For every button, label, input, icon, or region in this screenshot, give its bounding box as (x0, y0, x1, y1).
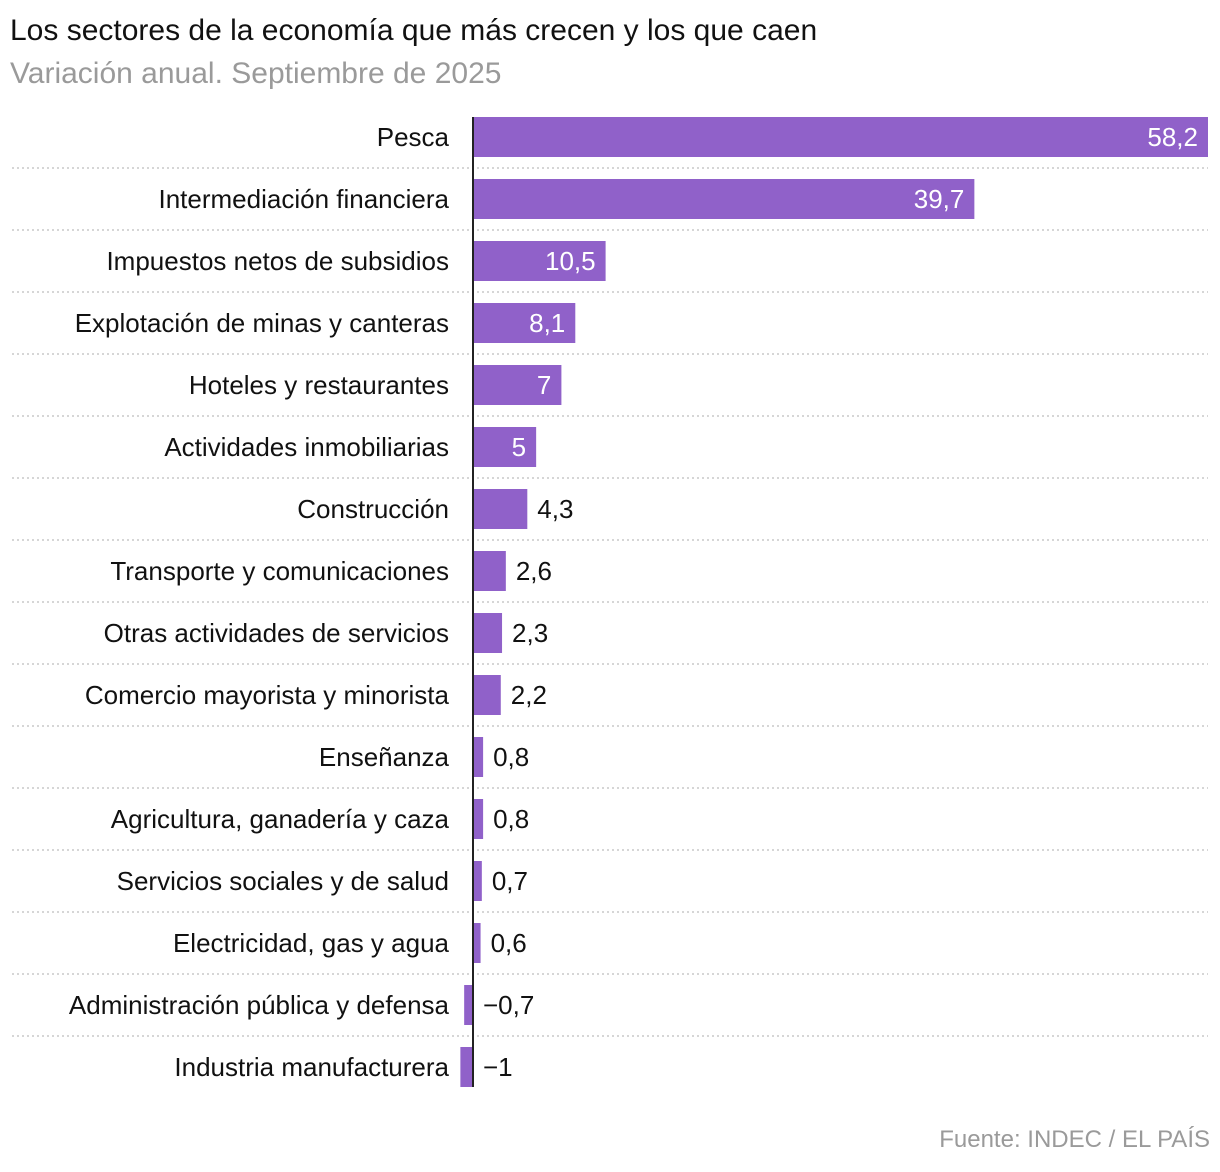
value-label: 7 (537, 370, 551, 400)
category-label: Electricidad, gas y agua (173, 928, 450, 958)
category-label: Explotación de minas y canteras (75, 308, 449, 338)
bar (473, 365, 562, 405)
bar (464, 985, 473, 1025)
value-label: 58,2 (1147, 122, 1198, 152)
bar (473, 427, 537, 467)
category-label: Otras actividades de servicios (104, 618, 449, 648)
source-note: Fuente: INDEC / EL PAÍS (939, 1126, 1210, 1153)
category-label: Industria manufacturera (174, 1052, 449, 1082)
bar (473, 613, 503, 653)
bar (473, 303, 576, 343)
category-label: Actividades inmobiliarias (164, 432, 449, 462)
category-label: Hoteles y restaurantes (189, 370, 449, 400)
value-label: 0,6 (491, 928, 527, 958)
category-label: Pesca (377, 122, 450, 152)
bar (473, 241, 606, 281)
bar (473, 923, 481, 963)
chart-subtitle: Variación anual. Septiembre de 2025 (10, 57, 502, 90)
category-label: Intermediación financiera (159, 184, 450, 214)
value-label: −1 (483, 1052, 513, 1082)
value-label: 39,7 (914, 184, 965, 214)
bar (460, 1047, 473, 1087)
bar (473, 489, 528, 529)
value-label: 2,2 (511, 680, 547, 710)
bar (473, 799, 484, 839)
category-label: Servicios sociales y de salud (117, 866, 449, 896)
bar (473, 551, 506, 591)
value-label: −0,7 (483, 990, 534, 1020)
value-label: 0,8 (493, 742, 529, 772)
bar (473, 737, 484, 777)
category-label: Administración pública y defensa (69, 990, 450, 1020)
value-label: 2,6 (516, 556, 552, 586)
bar (473, 117, 1208, 157)
chart-title: Los sectores de la economía que más crec… (10, 14, 818, 47)
value-label: 0,8 (493, 804, 529, 834)
category-label: Comercio mayorista y minorista (85, 680, 450, 710)
bar (473, 179, 975, 219)
value-label: 5 (512, 432, 526, 462)
category-label: Enseñanza (319, 742, 450, 772)
value-label: 4,3 (537, 494, 573, 524)
category-label: Agricultura, ganadería y caza (111, 804, 450, 834)
value-label: 2,3 (512, 618, 548, 648)
category-label: Construcción (297, 494, 449, 524)
bar (473, 861, 482, 901)
value-label: 8,1 (529, 308, 565, 338)
bar (473, 675, 501, 715)
value-label: 0,7 (492, 866, 528, 896)
category-label: Transporte y comunicaciones (110, 556, 449, 586)
category-label: Impuestos netos de subsidios (106, 246, 449, 276)
value-label: 10,5 (545, 246, 596, 276)
